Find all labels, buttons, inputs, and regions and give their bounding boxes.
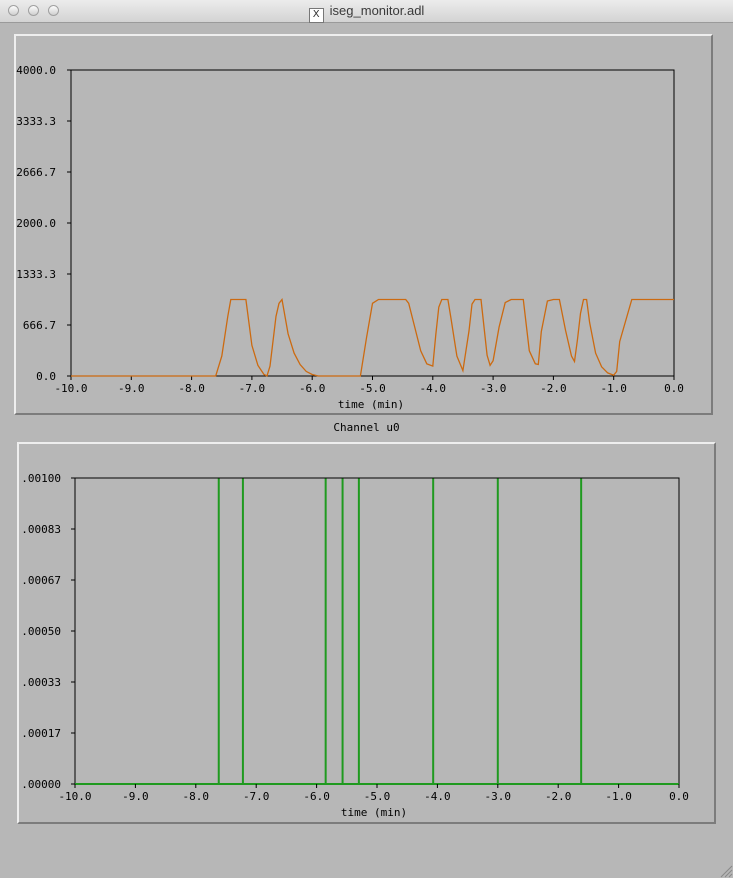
top-x-tick-label: -6.0 xyxy=(299,382,326,395)
bottom-x-tick-label: -9.0 xyxy=(122,790,149,803)
top-y-tick-label: 666.7 xyxy=(23,319,56,332)
bottom-x-tick-label: -6.0 xyxy=(303,790,330,803)
bottom-y-tick-label: ).00050 xyxy=(19,625,61,638)
bottom-chart-panel: ).00000 ).00017 ).00033 ).00050 ).00067 ).000… xyxy=(15,442,716,824)
close-window-button[interactable] xyxy=(8,5,19,16)
bottom-x-tick-label: 0.0 xyxy=(669,790,689,803)
bottom-x-tick-label: -8.0 xyxy=(183,790,210,803)
top-x-tick-label: -7.0 xyxy=(239,382,266,395)
top-y-tick-label: 4000.0 xyxy=(16,64,56,77)
bottom-y-tick-label: ).00033 xyxy=(19,676,61,689)
bottom-current-chart: ).00000 ).00017 ).00033 ).00050 ).00067 ).000… xyxy=(15,472,689,819)
top-x-tick-label: -4.0 xyxy=(420,382,447,395)
resize-grip-icon[interactable] xyxy=(719,864,733,878)
top-voltage-chart: 0.0 666.7 1333.3 2000.0 2666.7 3333.3 4000.0 -… xyxy=(16,64,684,411)
bottom-x-axis-label: time (min) xyxy=(341,806,407,819)
x11-app-icon: X xyxy=(308,8,324,23)
top-x-tick-label: -3.0 xyxy=(480,382,507,395)
minimize-window-button[interactable] xyxy=(28,5,39,16)
top-chart-panel: 0.0 666.7 1333.3 2000.0 2666.7 3333.3 4000.0 -… xyxy=(14,34,713,415)
top-y-tick-label: 2666.7 xyxy=(16,166,56,179)
top-x-tick-label: -2.0 xyxy=(540,382,567,395)
bottom-x-tick-label: -3.0 xyxy=(485,790,512,803)
bottom-x-tick-label: -7.0 xyxy=(243,790,270,803)
top-y-tick-label: 1333.3 xyxy=(16,268,56,281)
bottom-y-tick-label: ).00083 xyxy=(19,523,61,536)
top-y-tick-label: 2000.0 xyxy=(16,217,56,230)
bottom-x-tick-label: -1.0 xyxy=(605,790,632,803)
bottom-x-tick-label: -4.0 xyxy=(424,790,451,803)
top-x-tick-label: -9.0 xyxy=(118,382,145,395)
top-x-tick-label: 0.0 xyxy=(664,382,684,395)
top-x-tick-label: -10.0 xyxy=(54,382,87,395)
bottom-x-tick-label: -2.0 xyxy=(545,790,572,803)
bottom-x-tick-label: -10.0 xyxy=(58,790,91,803)
top-series-line xyxy=(71,297,674,377)
top-x-tick-label: -5.0 xyxy=(359,382,386,395)
top-y-tick-label: 0.0 xyxy=(36,370,56,383)
channel-caption: Channel u0 xyxy=(333,421,400,434)
top-x-tick-label: -8.0 xyxy=(178,382,205,395)
bottom-y-tick-label: ).00000 xyxy=(19,778,61,791)
top-y-tick-label: 3333.3 xyxy=(16,115,56,128)
bottom-x-tick-label: -5.0 xyxy=(364,790,391,803)
bottom-y-tick-label: ).00067 xyxy=(19,574,61,587)
top-plot-area xyxy=(70,69,675,377)
bottom-y-tick-label: ).00017 xyxy=(19,727,61,740)
top-x-axis-label: time (min) xyxy=(338,398,404,411)
bottom-y-tick-label: ).00100 xyxy=(19,472,61,485)
bottom-plot-area xyxy=(74,477,680,785)
zoom-window-button[interactable] xyxy=(48,5,59,16)
top-x-tick-label: -1.0 xyxy=(600,382,627,395)
window-title: iseg_monitor.adl xyxy=(329,3,425,18)
